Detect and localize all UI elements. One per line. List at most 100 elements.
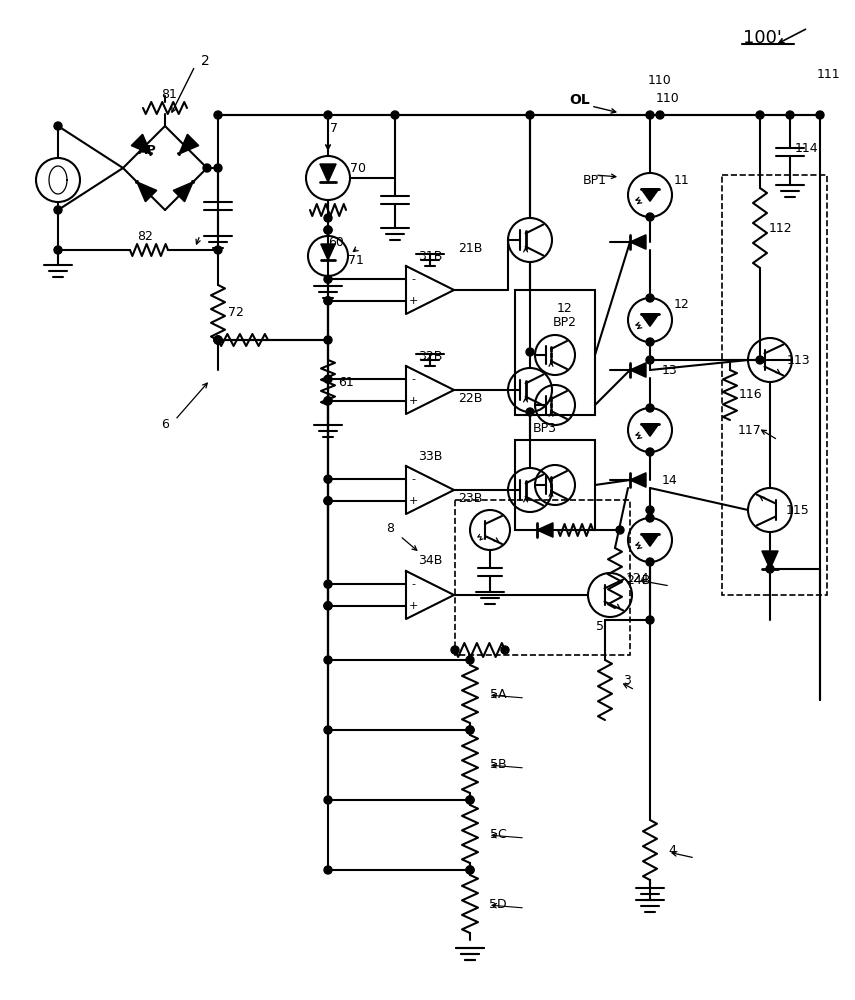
- Text: +: +: [409, 601, 418, 611]
- Circle shape: [214, 111, 222, 119]
- Text: 5: 5: [596, 620, 604, 634]
- Text: 70: 70: [350, 161, 366, 174]
- Circle shape: [656, 111, 664, 119]
- Circle shape: [466, 866, 474, 874]
- Text: -: -: [411, 374, 415, 384]
- Circle shape: [324, 226, 332, 234]
- Circle shape: [324, 497, 332, 505]
- Circle shape: [324, 397, 332, 405]
- Text: 8: 8: [386, 522, 394, 536]
- Circle shape: [203, 164, 211, 172]
- Circle shape: [214, 164, 222, 172]
- Circle shape: [466, 726, 474, 734]
- Circle shape: [324, 375, 332, 383]
- Text: 22B: 22B: [457, 391, 482, 404]
- Circle shape: [324, 602, 332, 610]
- Circle shape: [466, 866, 474, 874]
- Circle shape: [324, 397, 332, 405]
- Circle shape: [324, 656, 332, 664]
- Circle shape: [756, 356, 764, 364]
- Text: 111: 111: [817, 68, 840, 82]
- Circle shape: [324, 475, 332, 483]
- Text: +: +: [409, 396, 418, 406]
- Text: 5C: 5C: [490, 828, 506, 842]
- Circle shape: [451, 646, 459, 654]
- Circle shape: [54, 246, 62, 254]
- Text: 124: 124: [625, 572, 649, 584]
- Polygon shape: [320, 164, 336, 182]
- Text: 71: 71: [348, 254, 364, 267]
- Text: 34B: 34B: [418, 554, 442, 568]
- Text: 24B: 24B: [626, 574, 650, 586]
- Text: 12: 12: [674, 298, 690, 312]
- Text: 113: 113: [787, 354, 810, 366]
- Bar: [515, 290, 595, 415]
- Text: 32B: 32B: [418, 350, 442, 362]
- Circle shape: [501, 646, 509, 654]
- Circle shape: [646, 294, 654, 302]
- Text: OL: OL: [569, 93, 590, 107]
- Text: BP1: BP1: [583, 174, 607, 186]
- Circle shape: [466, 796, 474, 804]
- Text: 12: 12: [557, 302, 573, 314]
- Text: 114: 114: [794, 141, 818, 154]
- Polygon shape: [537, 523, 553, 537]
- Text: 23B: 23B: [457, 491, 482, 504]
- Text: 81: 81: [161, 88, 177, 101]
- Text: 5D: 5D: [489, 898, 507, 912]
- Circle shape: [54, 206, 62, 214]
- Circle shape: [646, 448, 654, 456]
- Circle shape: [214, 336, 222, 344]
- Circle shape: [646, 404, 654, 412]
- Text: 100': 100': [742, 29, 781, 47]
- Text: 110: 110: [648, 74, 672, 87]
- Text: 31B: 31B: [418, 249, 442, 262]
- Polygon shape: [762, 551, 778, 569]
- Text: 4: 4: [668, 844, 676, 856]
- Text: BP2: BP2: [553, 316, 577, 328]
- Text: AP: AP: [138, 143, 156, 156]
- Text: -: -: [411, 274, 415, 284]
- Circle shape: [646, 616, 654, 624]
- Circle shape: [646, 213, 654, 221]
- Circle shape: [646, 558, 654, 566]
- Text: -: -: [411, 474, 415, 484]
- Circle shape: [324, 336, 332, 344]
- Text: 61: 61: [338, 375, 354, 388]
- Circle shape: [324, 214, 332, 222]
- Bar: [455, 500, 630, 655]
- Text: 117: 117: [738, 424, 762, 436]
- Circle shape: [324, 497, 332, 505]
- Circle shape: [466, 656, 474, 664]
- Circle shape: [324, 726, 332, 734]
- Polygon shape: [641, 534, 659, 546]
- Text: 11: 11: [674, 174, 690, 186]
- Text: 116: 116: [738, 388, 762, 401]
- Circle shape: [324, 866, 332, 874]
- Circle shape: [214, 336, 222, 344]
- Text: 72: 72: [228, 306, 244, 318]
- Circle shape: [756, 111, 764, 119]
- Text: 21B: 21B: [457, 241, 482, 254]
- Text: +: +: [409, 496, 418, 506]
- Circle shape: [526, 348, 534, 356]
- Text: 2: 2: [201, 54, 209, 68]
- Circle shape: [646, 506, 654, 514]
- Circle shape: [816, 111, 824, 119]
- Text: 115: 115: [786, 504, 810, 516]
- Circle shape: [526, 111, 534, 119]
- Circle shape: [786, 111, 794, 119]
- Circle shape: [391, 111, 399, 119]
- Text: 3: 3: [623, 674, 631, 686]
- Bar: [515, 440, 595, 530]
- Text: BP3: BP3: [533, 422, 557, 434]
- Polygon shape: [630, 363, 646, 377]
- Text: 112: 112: [768, 222, 792, 234]
- Circle shape: [766, 565, 774, 573]
- Text: 5B: 5B: [490, 758, 506, 772]
- Text: -: -: [411, 579, 415, 589]
- Circle shape: [324, 111, 332, 119]
- Polygon shape: [630, 235, 646, 249]
- Text: 82: 82: [137, 230, 153, 242]
- Polygon shape: [137, 182, 156, 202]
